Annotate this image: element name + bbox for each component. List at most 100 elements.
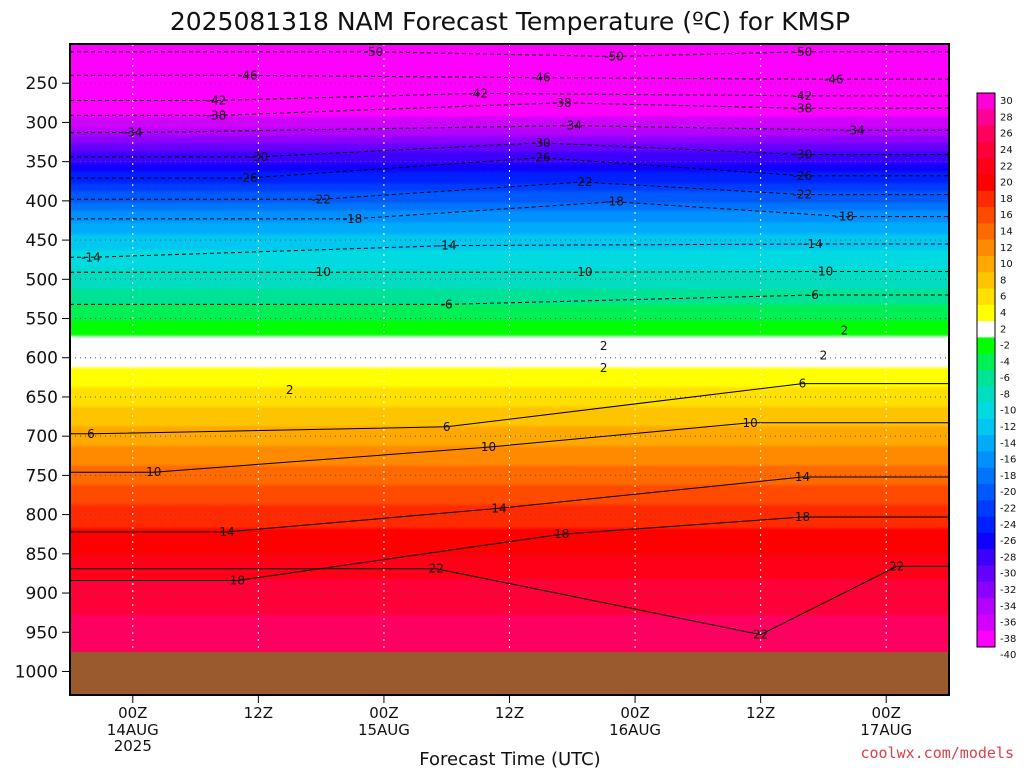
ground-fill xyxy=(70,651,949,695)
contour-label: -22 xyxy=(311,192,331,206)
x-tick-sublabel: 14AUG xyxy=(107,721,159,739)
colorbar-swatch xyxy=(977,141,995,159)
y-tick-label: 1000 xyxy=(15,662,58,682)
contour-label: -26 xyxy=(793,169,813,183)
colorbar-swatch xyxy=(977,565,995,583)
colorbar-label: 24 xyxy=(1000,145,1013,156)
colorbar-label: 22 xyxy=(1000,161,1013,172)
y-tick-label: 650 xyxy=(26,388,58,408)
x-tick-label: 12Z xyxy=(746,704,775,722)
colorbar-label: -4 xyxy=(1000,357,1010,368)
colorbar-swatch xyxy=(977,500,995,518)
colorbar-swatch xyxy=(977,239,995,257)
colorbar-swatch xyxy=(977,158,995,175)
colorbar-label: -16 xyxy=(1000,455,1016,466)
contour-label: -18 xyxy=(835,210,855,224)
contour-label: -34 xyxy=(562,119,582,133)
contour-label: 10 xyxy=(481,440,496,454)
contour-label: -50 xyxy=(604,50,624,64)
colorbar-swatch xyxy=(977,370,995,387)
colorbar-swatch xyxy=(977,386,995,404)
colorbar-label: 4 xyxy=(1000,308,1006,319)
contour-label: 2 xyxy=(841,323,849,337)
colorbar-swatch xyxy=(977,516,995,534)
colorbar-label: -26 xyxy=(1000,536,1016,547)
x-axis-title: Forecast Time (UTC) xyxy=(419,749,600,768)
colorbar-swatch xyxy=(977,190,995,208)
colorbar-swatch xyxy=(977,418,995,436)
y-tick-label: 600 xyxy=(26,349,58,369)
contour-label: 2 xyxy=(600,339,608,353)
contour-label: -42 xyxy=(207,93,227,107)
y-tick-label: 950 xyxy=(26,623,58,643)
colorbar-swatch xyxy=(977,467,995,485)
colorbar-label: -28 xyxy=(1000,552,1016,563)
y-tick-label: 900 xyxy=(26,584,58,604)
colorbar-swatch xyxy=(977,532,995,550)
contour-label: -14 xyxy=(437,239,457,253)
contour-label: 6 xyxy=(443,420,451,434)
colorbar-swatch xyxy=(977,288,995,306)
contour-label: -46 xyxy=(238,68,258,82)
y-tick-label: 250 xyxy=(26,74,58,94)
contour-label: -50 xyxy=(793,45,813,59)
x-tick-label: 12Z xyxy=(495,704,524,722)
colorbar-label: -6 xyxy=(1000,373,1010,384)
colorbar-label: -14 xyxy=(1000,438,1016,449)
colorbar-swatch xyxy=(977,598,995,615)
colorbar-label: 18 xyxy=(1000,194,1013,205)
contour-label: 18 xyxy=(795,510,810,524)
colorbar-swatch xyxy=(977,93,995,110)
x-tick-sublabel: 15AUG xyxy=(358,721,410,739)
x-tick-label: 00Z xyxy=(620,704,649,722)
contour-label: -6 xyxy=(807,288,819,302)
contour-label: -34 xyxy=(123,126,143,140)
colorbar-swatch xyxy=(977,451,995,469)
contour-label: -22 xyxy=(573,175,593,189)
colorbar-label: -40 xyxy=(1000,650,1016,661)
contour-label: 18 xyxy=(554,527,569,541)
colorbar-label: -36 xyxy=(1000,618,1016,629)
x-tick-label: 00Z xyxy=(118,704,147,722)
colorbar-swatch xyxy=(977,581,995,599)
colorbar-label: -20 xyxy=(1000,487,1016,498)
colorbar-label: -22 xyxy=(1000,504,1016,515)
colorbar-swatch xyxy=(977,402,995,420)
contour-label: -14 xyxy=(803,237,823,251)
contour-label: 14 xyxy=(219,525,234,539)
y-tick-label: 700 xyxy=(26,427,58,447)
colorbar-label: -30 xyxy=(1000,569,1016,580)
colorbar-swatch xyxy=(977,174,995,192)
colorbar-label: 10 xyxy=(1000,259,1013,270)
colorbar-label: -18 xyxy=(1000,471,1016,482)
contour-line xyxy=(70,74,949,80)
contour-label: 6 xyxy=(799,377,807,391)
contour-line xyxy=(70,157,949,179)
colorbar-label: 2 xyxy=(1000,324,1006,335)
contour-label: -38 xyxy=(207,108,227,122)
contour-label: 2 xyxy=(286,383,294,397)
contour-label: -34 xyxy=(845,123,865,137)
chart-title: 2025081318 NAM Forecast Temperature (ºC)… xyxy=(170,7,850,36)
contour-line xyxy=(70,383,949,435)
contour-label: 18 xyxy=(230,573,245,587)
contour-label: -22 xyxy=(793,188,813,202)
y-tick-label: 550 xyxy=(26,310,58,330)
colorbar-swatch xyxy=(977,207,995,224)
colorbar-label: -24 xyxy=(1000,520,1016,531)
y-tick-label: 400 xyxy=(26,192,58,212)
colorbar-swatch xyxy=(977,435,995,452)
colorbar-label: -32 xyxy=(1000,585,1016,596)
colorbar-swatch xyxy=(977,549,995,567)
contour-label: -42 xyxy=(468,86,488,100)
colorbar-swatch xyxy=(977,109,995,127)
contour-label: 10 xyxy=(743,416,758,430)
contour-label: -26 xyxy=(238,171,258,185)
contour-label: -26 xyxy=(531,151,551,165)
colorbar-swatch xyxy=(977,484,995,501)
x-tick-sublabel: 16AUG xyxy=(609,721,661,739)
contour-label: 22 xyxy=(753,628,768,642)
colorbar-label: 28 xyxy=(1000,112,1013,123)
colorbar-label: 8 xyxy=(1000,275,1006,286)
colorbar-swatch xyxy=(977,255,995,273)
